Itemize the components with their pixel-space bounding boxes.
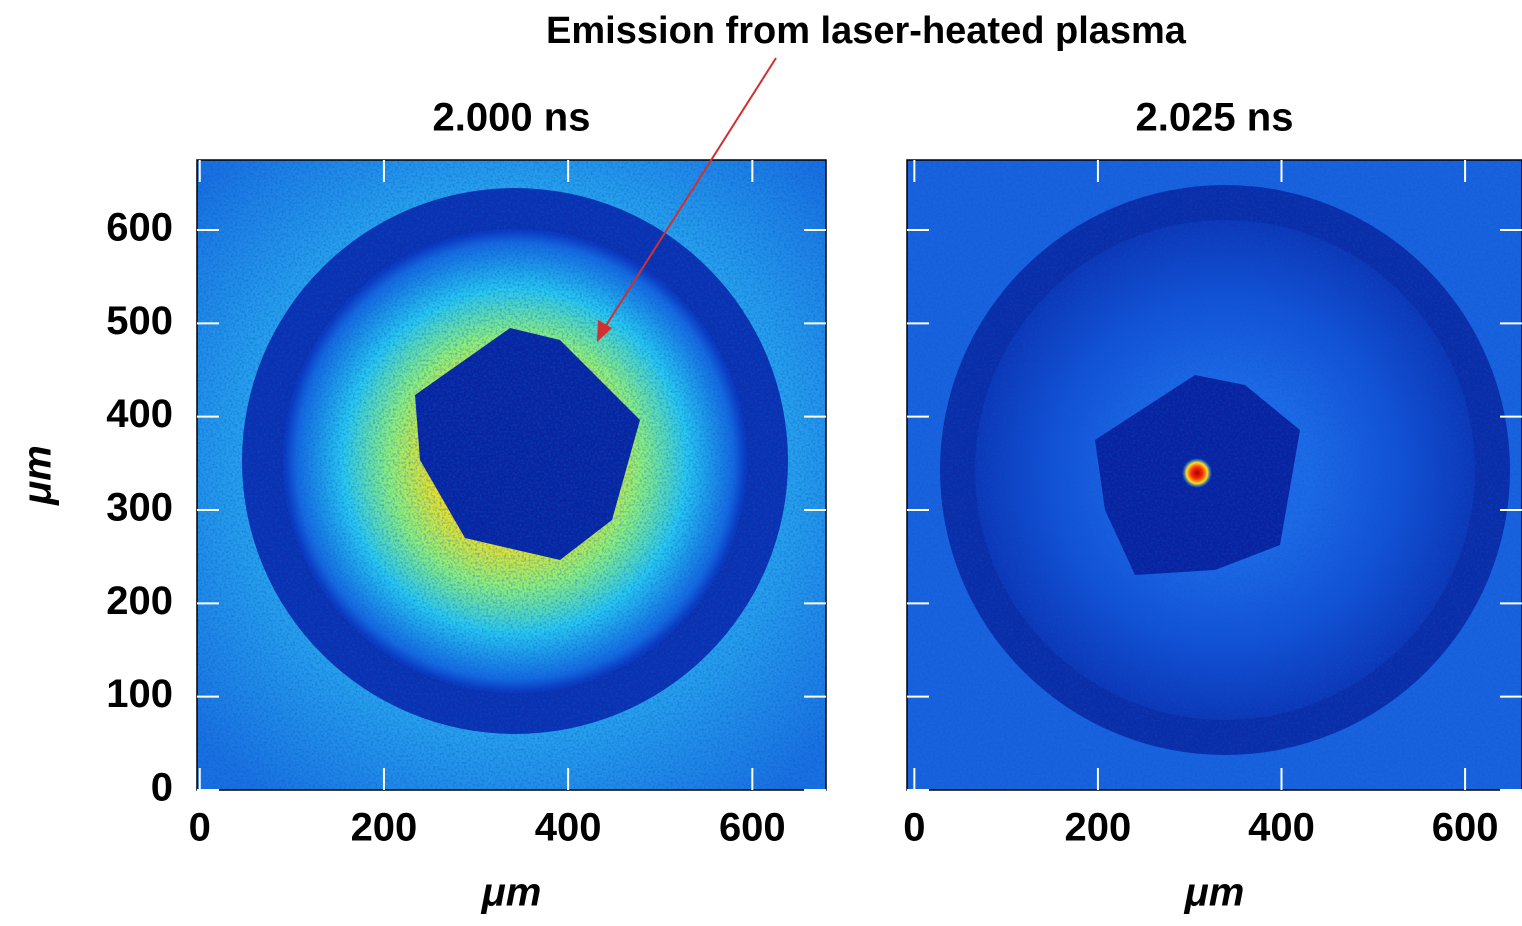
annotation: Emission from laser-heated plasma xyxy=(546,10,1187,52)
image-left xyxy=(197,160,826,790)
x-axis-label: μm xyxy=(1184,871,1245,915)
x-tick-label: 0 xyxy=(903,806,925,850)
y-axis-label: μm xyxy=(16,445,60,506)
x-axis-label: μm xyxy=(481,871,542,915)
y-tick-label: 300 xyxy=(106,486,173,530)
image-right xyxy=(907,160,1522,790)
x-tick-label: 400 xyxy=(1248,806,1315,850)
arrow-head xyxy=(597,320,612,342)
x-tick-label: 400 xyxy=(535,806,602,850)
x-tick-label: 0 xyxy=(189,806,211,850)
x-tick-label: 600 xyxy=(1432,806,1499,850)
panel-title: 2.025 ns xyxy=(1136,96,1294,140)
frame xyxy=(196,159,827,791)
y-tick-label: 500 xyxy=(106,299,173,343)
x-tick-label: 600 xyxy=(719,806,786,850)
x-tick-label: 200 xyxy=(1065,806,1132,850)
panel-title: 2.000 ns xyxy=(433,96,591,140)
y-tick-label: 100 xyxy=(106,672,173,716)
y-tick-label: 0 xyxy=(151,766,173,810)
x-tick-label: 200 xyxy=(351,806,418,850)
y-tick-label: 200 xyxy=(106,579,173,623)
y-tick-label: 600 xyxy=(106,206,173,250)
arrow xyxy=(599,57,777,336)
y-tick-label: 400 xyxy=(106,392,173,436)
frame xyxy=(906,159,1522,791)
